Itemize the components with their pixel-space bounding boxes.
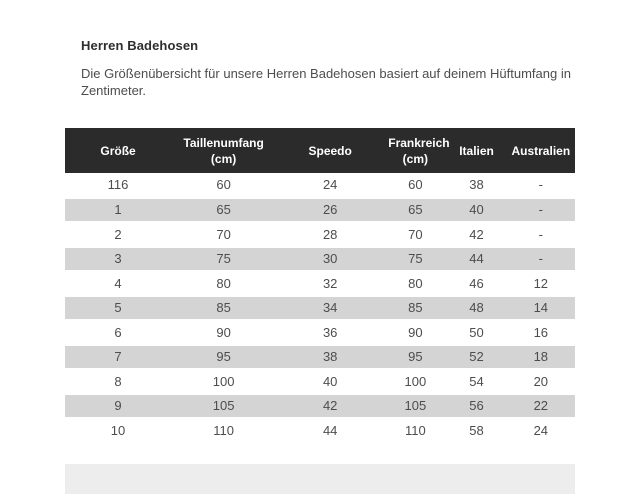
table-cell: 36: [276, 320, 385, 346]
table-cell: 65: [171, 197, 277, 223]
table-cell: 24: [276, 173, 385, 199]
table-cell: 34: [276, 295, 385, 321]
table-cell: 28: [276, 222, 385, 248]
table-row: 7 95 38 95 52 18: [65, 344, 575, 370]
table-cell: 22: [506, 393, 575, 419]
size-guide-page: Herren Badehosen Die Größenübersicht für…: [65, 38, 575, 494]
table-cell: 7: [65, 344, 172, 370]
table-cell: 4: [65, 271, 172, 297]
column-header: Taillenumfang (cm): [171, 128, 277, 173]
size-chart-header: Größe Taillenumfang (cm) Speedo Frankreich …: [65, 128, 575, 173]
table-cell: 5: [65, 295, 172, 321]
table-cell: 85: [384, 295, 447, 321]
header-row: Größe Taillenumfang (cm) Speedo Frankreich …: [65, 128, 575, 173]
table-cell: 48: [446, 295, 507, 321]
table-cell: 60: [171, 173, 277, 199]
table-cell: 105: [384, 393, 447, 419]
column-header: Frankreich (cm): [384, 128, 450, 173]
table-cell: 110: [384, 418, 447, 444]
table-cell: 9: [65, 393, 172, 419]
table-cell: -: [506, 246, 575, 272]
table-cell: 80: [384, 271, 447, 297]
table-cell: 38: [276, 344, 385, 370]
table-cell: 70: [384, 222, 447, 248]
table-cell: 90: [384, 320, 447, 346]
table-cell: 12: [506, 271, 575, 297]
table-cell: 40: [446, 197, 507, 223]
column-header: Größe: [65, 128, 172, 173]
table-cell: 6: [65, 320, 172, 346]
page-title: Herren Badehosen: [81, 38, 199, 53]
table-cell: 95: [171, 344, 277, 370]
table-cell: 85: [171, 295, 277, 321]
column-header: Italien: [446, 128, 507, 173]
table-cell: 105: [171, 393, 277, 419]
column-header: Australien: [506, 128, 575, 173]
table-cell: 44: [446, 246, 507, 272]
table-cell: -: [506, 197, 575, 223]
table-row: 2 70 28 70 42-: [65, 222, 575, 248]
table-row: 6 90 36 90 50 16: [65, 320, 575, 346]
table-cell: 8: [65, 369, 172, 395]
table-cell: 95: [384, 344, 447, 370]
column-header: Speedo: [276, 128, 385, 173]
table-cell: 52: [446, 344, 507, 370]
table-cell: 46: [446, 271, 507, 297]
table-cell: 58: [446, 418, 507, 444]
size-chart-body: 116 60 24 60 38-1 65 26 65 40-2 70 28 70 42-3 75 30 75 4…: [65, 173, 575, 444]
table-cell: 42: [276, 393, 385, 419]
table-cell: 65: [384, 197, 447, 223]
table-row: 116 60 24 60 38-: [65, 173, 575, 199]
table-cell: 75: [171, 246, 277, 272]
table-row: 9 105 42 105 56 22: [65, 393, 575, 419]
table-cell: 10: [65, 418, 172, 444]
table-cell: 56: [446, 393, 507, 419]
table-cell: -: [506, 222, 575, 248]
table-cell: 16: [506, 320, 575, 346]
table-cell: 50: [446, 320, 507, 346]
table-row: 4 80 32 80 46 12: [65, 271, 575, 297]
table-cell: 116: [65, 173, 172, 199]
table-cell: 75: [384, 246, 447, 272]
table-cell: 60: [384, 173, 447, 199]
table-cell: 2: [65, 222, 172, 248]
table-cell: 100: [384, 369, 447, 395]
table-cell: 100: [171, 369, 277, 395]
table-cell: 14: [506, 295, 575, 321]
table-row: 3 75 30 75 44-: [65, 246, 575, 272]
table-cell: -: [506, 173, 575, 199]
table-cell: 44: [276, 418, 385, 444]
table-row: 5 85 34 85 48 14: [65, 295, 575, 321]
table-cell: 80: [171, 271, 277, 297]
table-cell: 38: [446, 173, 507, 199]
table-cell: 54: [446, 369, 507, 395]
table-cell: 26: [276, 197, 385, 223]
table-cell: 40: [276, 369, 385, 395]
table-cell: 20: [506, 369, 575, 395]
table-row: 8 100 40 100 54 20: [65, 369, 575, 395]
table-cell: 3: [65, 246, 172, 272]
table-cell: 24: [506, 418, 575, 444]
table-row: 10 110 44 110 58 24: [65, 418, 575, 444]
table-cell: 1: [65, 197, 172, 223]
table-cell: 70: [171, 222, 277, 248]
table-cell: 110: [171, 418, 277, 444]
page-description: Die Größenübersicht für unsere Herren Ba…: [81, 66, 571, 98]
size-chart-table: Größe Taillenumfang (cm) Speedo Frankreich …: [65, 128, 575, 444]
table-row: 1 65 26 65 40-: [65, 197, 575, 223]
table-cell: 32: [276, 271, 385, 297]
table-cell: 90: [171, 320, 277, 346]
table-cell: 18: [506, 344, 575, 370]
table-row-partial: [65, 464, 575, 494]
table-cell: 30: [276, 246, 385, 272]
table-cell: 42: [446, 222, 507, 248]
